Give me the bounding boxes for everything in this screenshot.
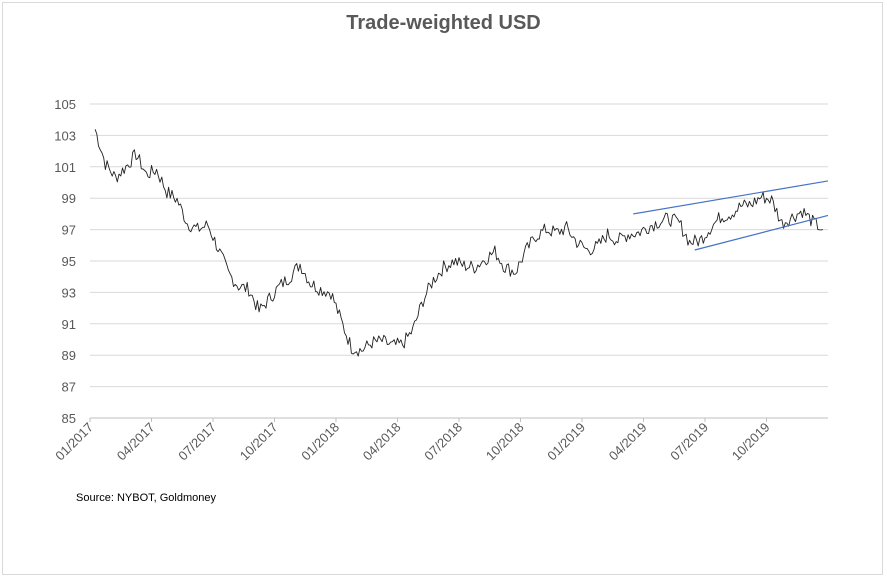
- series-layer: [94, 129, 823, 357]
- trend-channel: [633, 180, 829, 251]
- y-tick-label: 105: [54, 97, 76, 112]
- trendline-upper: [633, 180, 829, 215]
- y-tick-label: 97: [62, 223, 76, 238]
- x-tick-label: 10/2019: [729, 420, 773, 464]
- x-tick-label: 07/2019: [667, 420, 711, 464]
- x-tick-label: 04/2017: [114, 420, 158, 464]
- gridlines: [90, 103, 828, 419]
- y-tick-label: 101: [54, 160, 76, 175]
- y-tick-label: 89: [62, 348, 76, 363]
- y-tick-label: 93: [62, 285, 76, 300]
- trendline-lower: [694, 214, 829, 251]
- y-tick-label: 99: [62, 191, 76, 206]
- y-tick-label: 87: [62, 380, 76, 395]
- x-tick-label: 10/2018: [483, 420, 527, 464]
- chart-title: Trade-weighted USD: [346, 12, 541, 34]
- x-tick-label: 07/2017: [175, 420, 219, 464]
- x-tick-label: 04/2018: [360, 420, 404, 464]
- y-tick-label: 85: [62, 411, 76, 426]
- y-tick-labels: 85 87 89 91 93 95 97 99 101 103 105: [54, 97, 76, 426]
- x-tick-label: 01/2018: [298, 420, 342, 464]
- x-tick-label: 01/2019: [544, 420, 588, 464]
- x-tick-label: 07/2018: [421, 420, 465, 464]
- y-tick-label: 95: [62, 254, 76, 269]
- x-tick-label: 01/2017: [52, 420, 96, 464]
- x-tick-labels: 01/2017 04/2017 07/2017 10/2017 01/2018 04/20…: [52, 418, 773, 464]
- series-line-0: [94, 129, 823, 357]
- y-tick-label: 103: [54, 128, 76, 143]
- x-tick-label: 04/2019: [606, 420, 650, 464]
- y-tick-label: 91: [62, 317, 76, 332]
- x-tick-label: 10/2017: [237, 420, 281, 464]
- source-note: Source: NYBOT, Goldmoney: [76, 492, 217, 504]
